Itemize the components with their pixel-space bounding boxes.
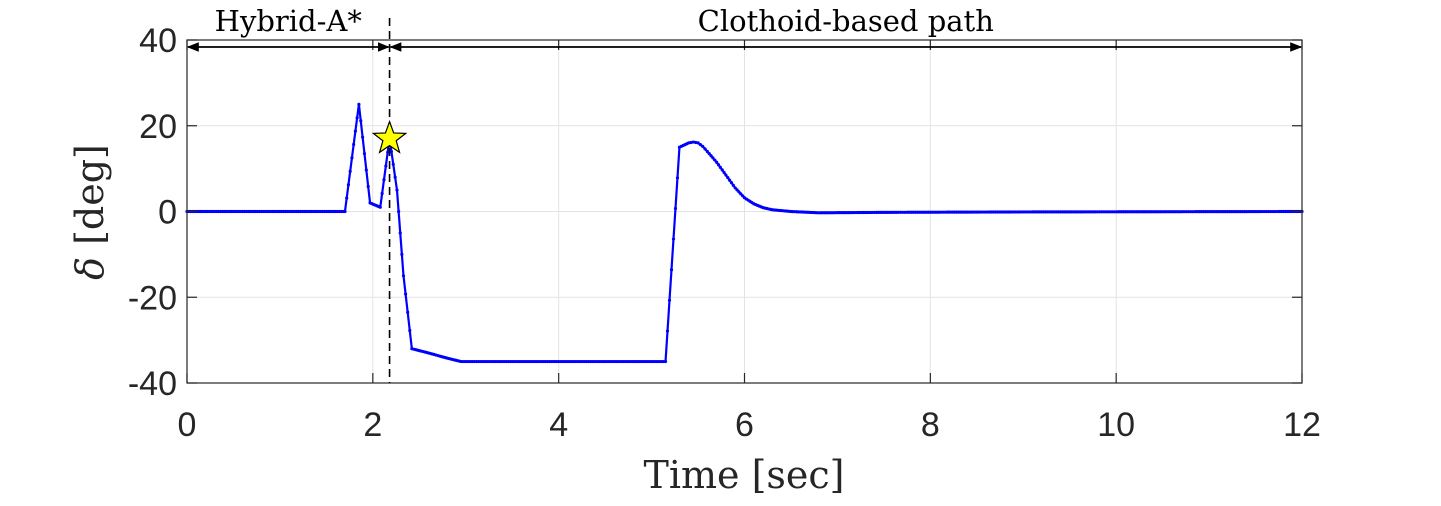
sample-point: [671, 237, 676, 241]
x-tick-label: 6: [735, 406, 754, 444]
sample-point: [355, 116, 359, 120]
sample-point: [382, 178, 386, 182]
sample-point: [361, 135, 365, 139]
sample-point: [707, 152, 711, 156]
y-axis-label-symbol: δ: [68, 257, 112, 280]
annotations: Hybrid-A* Clothoid-based path: [186, 4, 1303, 383]
sample-point: [403, 292, 408, 296]
sample-point: [718, 165, 722, 169]
sample-point: [703, 147, 707, 151]
sample-point: [384, 164, 388, 168]
y-tick-label: -20: [128, 279, 177, 317]
sample-point: [696, 141, 700, 145]
sample-point: [366, 184, 370, 189]
sample-point: [728, 178, 732, 182]
x-tick-label: 12: [1283, 406, 1321, 444]
steering-angle-samples: [185, 102, 1304, 364]
x-tick-label: 2: [363, 406, 382, 444]
sample-point: [357, 102, 361, 106]
x-tick-label: 4: [549, 406, 568, 444]
x-axis-label: Time [sec]: [643, 453, 844, 497]
sample-point: [720, 168, 724, 172]
sample-point: [378, 205, 382, 209]
sample-point: [348, 169, 352, 173]
sample-point: [389, 149, 394, 154]
sample-point: [391, 162, 395, 166]
sample-point: [724, 173, 728, 177]
sample-point: [386, 150, 390, 154]
region-label: Clothoid-based path: [698, 4, 994, 38]
y-tick-label: 20: [139, 108, 177, 146]
sample-point: [397, 209, 401, 214]
y-tick-label: 0: [158, 194, 177, 232]
sample-point: [663, 359, 668, 364]
sample-point: [729, 181, 734, 185]
sample-point: [343, 209, 347, 214]
sample-point: [400, 252, 404, 256]
sample-point: [362, 152, 367, 156]
ticks: 0 2 4 6 8 10 12 40 20 0 -20 -40: [128, 22, 1321, 444]
sample-point: [713, 158, 717, 162]
sample-point: [701, 144, 705, 148]
sample-point: [345, 196, 349, 200]
sample-point: [398, 231, 402, 235]
sample-point: [380, 191, 384, 196]
sample-point: [667, 298, 672, 302]
sample-point: [716, 163, 721, 167]
sample-point: [346, 183, 351, 187]
x-tick-label: 8: [921, 406, 940, 444]
region-label: Hybrid-A*: [215, 4, 363, 38]
sample-point: [408, 328, 412, 333]
sample-point: [726, 176, 730, 180]
y-tick-label: -40: [128, 365, 177, 403]
sample-point: [722, 170, 726, 175]
sample-point: [715, 160, 719, 164]
switch-point-star-marker: [371, 119, 408, 154]
sample-point: [350, 156, 354, 160]
series-layer: [185, 102, 1304, 364]
sample-point: [711, 156, 715, 160]
sample-point: [401, 274, 406, 278]
sample-point: [698, 143, 702, 147]
sample-point: [395, 188, 399, 192]
sample-point: [393, 175, 397, 179]
sample-point: [353, 129, 358, 133]
sample-point: [669, 268, 674, 272]
sample-point: [359, 119, 363, 123]
sample-point: [731, 183, 735, 187]
sample-point: [673, 206, 678, 211]
y-axis-label: δ [deg]: [68, 144, 112, 280]
y-tick-label: 40: [139, 22, 177, 60]
sample-point: [675, 176, 680, 180]
x-tick-label: 10: [1097, 406, 1135, 444]
y-axis-label-unit: [deg]: [68, 144, 112, 245]
sample-point: [364, 168, 368, 172]
sample-point: [406, 310, 410, 314]
sample-point: [352, 142, 356, 147]
sample-point: [705, 149, 709, 154]
sample-point: [665, 329, 670, 333]
x-tick-label: 0: [178, 406, 197, 444]
sample-point: [709, 154, 713, 158]
